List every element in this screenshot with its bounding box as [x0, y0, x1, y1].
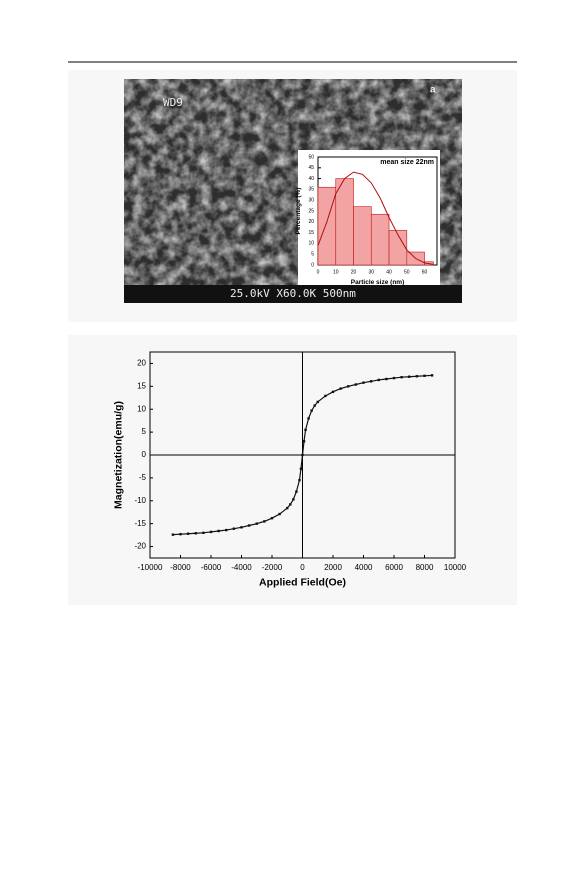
data-point [369, 380, 373, 383]
x-tick-label: 4000 [355, 563, 373, 572]
y-axis-label: Percentage (%) [295, 188, 302, 235]
data-point [415, 375, 419, 378]
data-point [202, 531, 205, 535]
data-point [310, 409, 313, 412]
y-tick-label: -15 [134, 519, 146, 528]
y-tick-label: 15 [308, 230, 314, 236]
data-point [278, 512, 281, 516]
x-tick-label: 6000 [385, 563, 403, 572]
data-point [225, 528, 228, 532]
data-point [400, 375, 403, 379]
y-tick-label: 25 [308, 208, 314, 214]
data-point [313, 404, 316, 407]
y-tick-label: -20 [134, 542, 146, 551]
data-point [304, 428, 307, 432]
data-point [324, 394, 327, 398]
sem-info: 25.0kV X60.0K 500nm [230, 287, 356, 300]
x-tick-label: 20 [351, 269, 357, 275]
plots: 0 10 20 30 40 50 6005101520253035404550Particl… [112, 154, 466, 588]
data-point [209, 530, 213, 534]
data-point [171, 533, 175, 536]
data-point [255, 522, 258, 525]
y-tick-label: 50 [308, 154, 314, 160]
data-point [423, 374, 426, 378]
x-tick-label: -8000 [170, 563, 191, 572]
histogram-bar [353, 206, 372, 266]
data-point [186, 532, 190, 535]
y-tick-label: 15 [137, 381, 146, 390]
x-tick-label: 40 [386, 269, 392, 275]
y-tick-label: -10 [134, 496, 146, 505]
data-point [362, 381, 365, 384]
data-point [298, 478, 301, 482]
histogram-bar [370, 213, 390, 266]
data-point [286, 506, 289, 510]
y-tick-label: 40 [308, 176, 314, 182]
data-point [299, 467, 303, 470]
data-point [194, 532, 197, 535]
data-point [179, 532, 182, 536]
data-point [385, 377, 388, 381]
data-point [354, 383, 358, 386]
x-tick-label: -6000 [201, 563, 222, 572]
data-point [292, 498, 295, 501]
x-tick-label: 50 [404, 269, 410, 275]
y-tick-label: 20 [137, 359, 146, 368]
data-point [347, 385, 350, 388]
sem-label: WD9 [163, 96, 183, 109]
x-tick-label: -2000 [262, 563, 283, 572]
x-tick-label: 2000 [324, 563, 342, 572]
histogram-bar [335, 178, 354, 266]
data-point [408, 375, 411, 378]
y-axis-label: Magnetization(emu/g) [112, 401, 124, 509]
x-tick-label: 10000 [444, 563, 467, 572]
fit-curve [317, 171, 434, 265]
inset-title: mean size 22nm [380, 159, 434, 166]
x-axis-label: Applied Field(Oe) [259, 576, 346, 588]
x-tick-label: -10000 [138, 563, 163, 572]
x-tick-label: -4000 [231, 563, 252, 572]
y-tick-label: 0 [142, 450, 147, 459]
y-tick-label: 35 [308, 187, 314, 193]
y-tick-label: 0 [311, 262, 314, 268]
data-point [247, 524, 251, 527]
y-tick-label: 30 [308, 198, 314, 204]
data-point [392, 376, 396, 380]
y-tick-label: 5 [311, 252, 314, 258]
data-point [270, 516, 274, 520]
x-tick-label: 30 [369, 269, 375, 275]
y-tick-label: 10 [308, 241, 314, 247]
x-tick-label: 8000 [416, 563, 434, 572]
data-point [295, 490, 298, 493]
data-point [430, 374, 434, 377]
y-tick-label: 45 [308, 165, 314, 171]
data-point [377, 378, 380, 382]
data-point [289, 503, 292, 506]
sem-label: a [430, 85, 436, 96]
data-point [302, 440, 306, 443]
x-tick-label: 60 [422, 269, 428, 275]
data-point [232, 527, 236, 530]
histogram-bar [388, 230, 408, 266]
data-point [339, 387, 342, 390]
data-point [307, 417, 310, 420]
data-point [301, 453, 304, 457]
sem-info-bar [124, 285, 462, 303]
x-tick-label: 10 [333, 269, 339, 275]
data-point [316, 400, 319, 404]
y-tick-label: 20 [308, 219, 314, 225]
x-tick-label: 0 [317, 269, 320, 275]
y-tick-label: 10 [137, 404, 146, 413]
figure-b-background [68, 335, 517, 605]
x-tick-label: 0 [300, 563, 305, 572]
data-point [263, 520, 266, 523]
histogram-bar [317, 186, 337, 266]
y-tick-label: -5 [139, 473, 147, 482]
data-point [331, 390, 335, 394]
data-point [240, 526, 243, 529]
x-axis-label: Particle size (nm) [351, 279, 404, 286]
y-tick-label: 5 [142, 427, 147, 436]
data-point [217, 529, 220, 533]
